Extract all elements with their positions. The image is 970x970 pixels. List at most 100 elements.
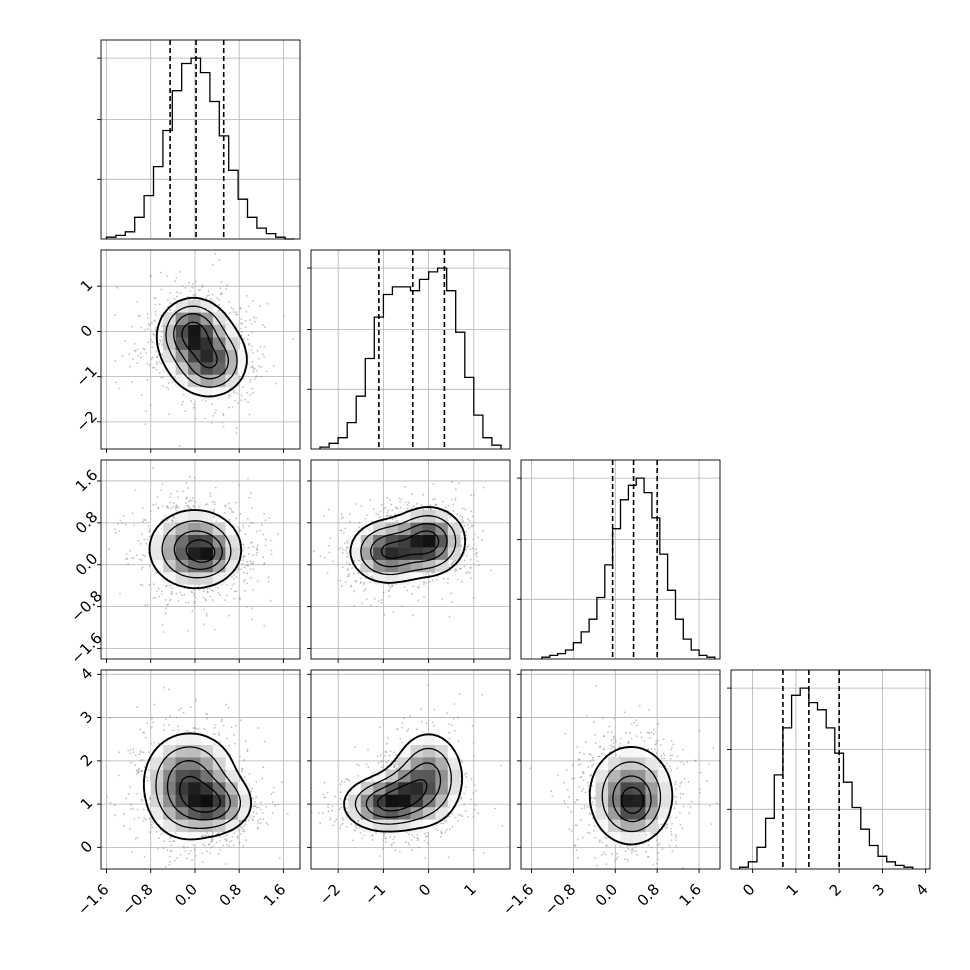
scatter-point [192, 497, 195, 500]
scatter-point [465, 554, 468, 557]
density-bin [435, 559, 449, 573]
scatter-point [160, 340, 162, 343]
scatter-point [431, 579, 434, 582]
scatter-point [183, 593, 186, 596]
scatter-point [149, 510, 152, 513]
scatter-point [461, 507, 464, 510]
scatter-point [187, 602, 190, 604]
scatter-point [247, 553, 250, 555]
scatter-point [254, 376, 257, 378]
scatter-point [134, 764, 137, 766]
scatter-point [248, 342, 251, 345]
scatter-point [193, 602, 196, 605]
scatter-point [245, 564, 248, 567]
scatter-point [132, 358, 134, 361]
scatter-point [139, 543, 142, 545]
scatter-point [475, 548, 478, 551]
scatter-point [182, 490, 185, 492]
scatter-point [366, 514, 368, 516]
scatter-point [136, 836, 139, 839]
scatter-point [161, 344, 163, 346]
scatter-point [184, 850, 187, 852]
scatter-point [467, 524, 469, 526]
scatter-point [323, 556, 326, 559]
scatter-point [142, 520, 144, 523]
scatter-point [168, 600, 171, 602]
scatter-point [251, 507, 253, 509]
density-bin [200, 361, 214, 375]
scatter-point [188, 475, 191, 478]
scatter-point [159, 339, 161, 342]
scatter-point [228, 311, 231, 314]
scatter-point [224, 512, 226, 514]
scatter-point [340, 517, 343, 520]
scatter-point [233, 734, 235, 736]
scatter-point [207, 290, 210, 293]
scatter-point [144, 604, 147, 607]
scatter-point [174, 508, 177, 510]
scatter-point [155, 350, 158, 353]
scatter-point [134, 350, 137, 353]
scatter-point [144, 328, 147, 331]
scatter-point [470, 494, 472, 496]
scatter-point [470, 510, 473, 513]
scatter-point [388, 589, 390, 591]
scatter-point [243, 580, 246, 583]
scatter-point [160, 376, 163, 379]
scatter-point [263, 326, 266, 328]
scatter-point [211, 832, 214, 835]
scatter-point [247, 334, 250, 337]
scatter-point [211, 263, 214, 266]
scatter-point [458, 482, 460, 485]
scatter-point [215, 841, 218, 844]
scatter-point [348, 563, 350, 565]
scatter-point [152, 467, 154, 470]
scatter-point [146, 722, 149, 725]
contour-level-3 [380, 530, 440, 560]
scatter-point [239, 306, 242, 309]
scatter-point [425, 573, 427, 575]
scatter-point [469, 548, 472, 551]
scatter-point [247, 338, 249, 341]
scatter-point [377, 600, 380, 602]
scatter-point [346, 555, 348, 558]
scatter-point [154, 297, 157, 300]
scatter-point [179, 591, 182, 593]
density-bin [447, 547, 461, 560]
scatter-point [228, 301, 231, 304]
scatter-point [145, 542, 148, 545]
density-bin [163, 522, 176, 535]
scatter-point [156, 590, 158, 592]
scatter-point [267, 576, 270, 578]
scatter-point [227, 396, 230, 399]
scatter-point [399, 501, 401, 503]
scatter-point [167, 873, 169, 875]
scatter-point [252, 554, 254, 556]
scatter-point [250, 607, 253, 610]
scatter-point [235, 432, 238, 434]
scatter-point [259, 808, 262, 811]
scatter-point [242, 377, 245, 380]
scatter-point [160, 271, 162, 274]
scatter-point [161, 339, 164, 341]
scatter-point [176, 291, 179, 294]
scatter-point [190, 590, 193, 593]
scatter-point [476, 551, 478, 554]
scatter-point [341, 566, 344, 569]
density-bin [373, 534, 386, 548]
scatter-point [272, 365, 275, 367]
scatter-point [175, 276, 178, 279]
scatter-point [212, 415, 215, 417]
histogram-step-2 [541, 477, 716, 659]
scatter-point [353, 559, 356, 562]
scatter-point [226, 284, 229, 287]
scatter-point [461, 521, 464, 524]
scatter-point [242, 845, 245, 847]
scatter-point [213, 628, 216, 631]
scatter-point [179, 292, 182, 294]
scatter-point [220, 720, 223, 723]
density-bin [163, 361, 176, 375]
scatter-point [118, 387, 121, 390]
scatter-point [139, 728, 142, 731]
scatter-point [184, 502, 187, 504]
